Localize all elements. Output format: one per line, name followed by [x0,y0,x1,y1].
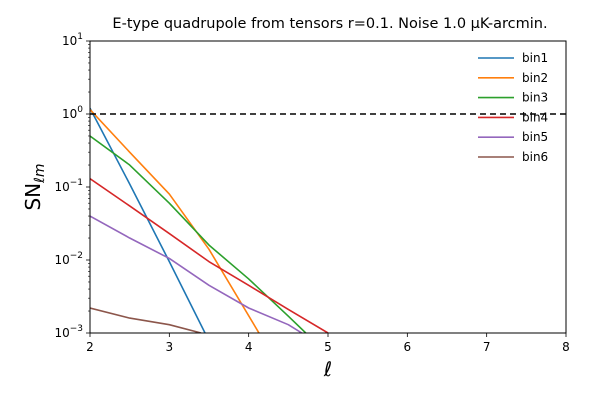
series-line-bin4 [90,178,329,333]
plot-frame [89,40,567,334]
y-tick-label: 10−2 [54,251,83,267]
chart-title: E-type quadrupole from tensors r=0.1. No… [112,16,547,32]
y-axis-label: SNℓm [21,163,48,210]
x-tick-label: 2 [86,340,94,354]
y-tick-label: 101 [62,32,83,48]
legend: bin1 bin2 bin3 bin4 bin5 bin6 [478,51,548,164]
legend-item-bin5: bin5 [478,130,548,144]
legend-item-bin3: bin3 [478,91,548,105]
legend-label: bin4 [522,110,548,124]
y-axis-label-main: SN [21,183,45,211]
legend-item-bin2: bin2 [478,71,548,85]
x-tick-label: 5 [324,340,332,354]
series-line-bin3 [90,135,307,333]
legend-item-bin6: bin6 [478,150,548,164]
series-layer [90,107,329,333]
series-line-bin1 [90,107,206,333]
x-tick-label: 4 [245,340,253,354]
legend-item-bin4: bin4 [478,110,548,124]
legend-label: bin2 [522,71,548,85]
ticks-layer: 2 3 4 5 6 7 8 10−3 10−2 10−1 100 101 [54,32,569,354]
legend-label: bin6 [522,150,548,164]
legend-label: bin1 [522,51,548,65]
x-tick-label: 8 [562,340,570,354]
y-axis-label-subscript: ℓm [32,163,48,183]
series-line-bin5 [90,215,303,333]
x-tick-label: 6 [404,340,412,354]
legend-label: bin3 [522,91,548,105]
x-tick-label: 3 [166,340,174,354]
series-line-bin6 [90,307,202,333]
legend-item-bin1: bin1 [478,51,548,65]
x-axis-label: ℓ [323,357,332,381]
series-line-bin2 [90,109,260,333]
x-tick-label: 7 [483,340,491,354]
y-tick-label: 100 [62,105,83,121]
y-tick-label: 10−3 [54,324,83,340]
legend-label: bin5 [522,130,548,144]
y-tick-label: 10−1 [54,178,83,194]
